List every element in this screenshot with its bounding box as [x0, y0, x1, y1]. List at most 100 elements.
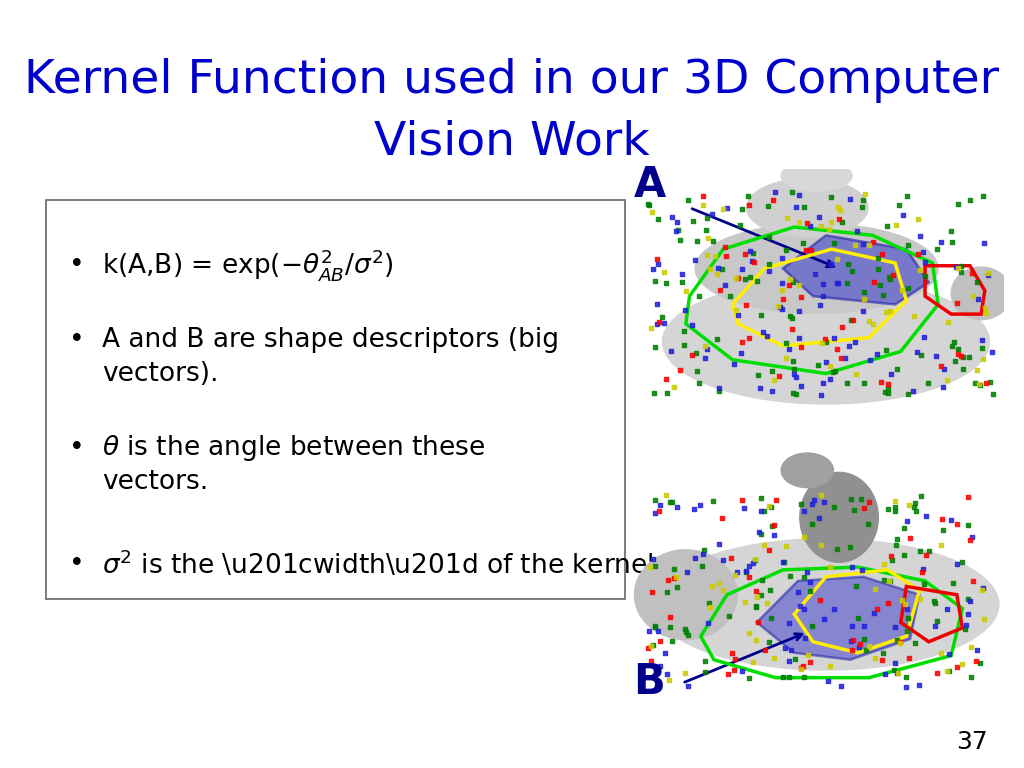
Point — [781, 570, 798, 582]
Point — [733, 203, 750, 215]
Point — [976, 237, 992, 250]
Point — [741, 672, 758, 684]
Point — [842, 194, 858, 206]
Point — [954, 658, 971, 670]
Point — [768, 494, 784, 506]
Point — [788, 200, 805, 213]
Point — [965, 290, 981, 302]
Point — [826, 603, 843, 615]
Point — [887, 495, 903, 507]
Point — [812, 299, 828, 311]
Point — [933, 539, 949, 551]
Point — [799, 217, 815, 229]
Point — [877, 574, 893, 586]
Point — [705, 580, 721, 592]
Point — [649, 257, 666, 270]
Point — [751, 526, 767, 538]
Point — [791, 216, 807, 228]
Point — [790, 586, 806, 598]
Point — [647, 495, 664, 507]
Point — [954, 350, 971, 362]
Point — [677, 304, 693, 316]
Point — [834, 352, 850, 364]
Point — [811, 512, 827, 525]
Point — [907, 637, 924, 650]
Point — [693, 560, 710, 572]
Point — [691, 377, 708, 389]
Point — [726, 653, 742, 665]
Point — [969, 364, 985, 376]
Point — [856, 502, 872, 515]
Point — [945, 336, 962, 349]
Point — [802, 657, 818, 669]
Point — [933, 236, 949, 248]
Point — [843, 314, 859, 326]
Ellipse shape — [635, 550, 737, 640]
Point — [844, 561, 860, 574]
Point — [761, 265, 777, 277]
Point — [908, 505, 925, 517]
Point — [779, 211, 796, 223]
Point — [861, 239, 878, 251]
Point — [694, 190, 711, 202]
Point — [880, 503, 896, 515]
Point — [878, 306, 894, 318]
Point — [883, 550, 899, 562]
Point — [647, 341, 664, 353]
Point — [909, 213, 926, 225]
Point — [900, 498, 916, 511]
FancyBboxPatch shape — [46, 200, 625, 599]
Point — [949, 296, 966, 309]
Point — [933, 359, 949, 372]
Point — [965, 575, 981, 588]
Point — [821, 660, 838, 672]
Point — [841, 258, 857, 270]
Point — [834, 217, 850, 229]
Point — [918, 270, 934, 282]
Point — [834, 320, 850, 333]
Point — [657, 488, 674, 501]
Point — [793, 290, 809, 303]
Point — [929, 243, 945, 255]
Point — [792, 279, 808, 291]
Point — [864, 236, 881, 248]
Point — [865, 318, 882, 330]
Point — [697, 224, 714, 237]
Point — [860, 518, 877, 530]
Point — [911, 545, 928, 557]
Point — [830, 213, 847, 225]
Point — [880, 378, 896, 390]
Point — [888, 219, 904, 231]
Point — [793, 498, 809, 510]
Point — [774, 284, 791, 296]
Point — [889, 533, 905, 545]
Point — [679, 565, 695, 578]
Point — [885, 270, 901, 282]
Ellipse shape — [746, 179, 868, 237]
Point — [971, 377, 987, 389]
Point — [774, 303, 791, 315]
Point — [777, 352, 794, 364]
Point — [674, 268, 690, 280]
Point — [669, 571, 685, 583]
Point — [828, 343, 845, 356]
Point — [869, 263, 886, 275]
Point — [663, 345, 679, 357]
Point — [658, 387, 675, 399]
Point — [775, 556, 792, 568]
Point — [878, 344, 894, 356]
Point — [756, 539, 772, 551]
Point — [733, 263, 750, 276]
Point — [800, 649, 816, 661]
Point — [744, 247, 761, 259]
Point — [812, 220, 828, 232]
Point — [774, 293, 791, 305]
Point — [975, 190, 991, 202]
Point — [761, 258, 777, 270]
Point — [764, 520, 780, 532]
Point — [668, 225, 684, 237]
Point — [869, 348, 886, 360]
Point — [715, 584, 731, 596]
Point — [686, 551, 702, 564]
Point — [645, 263, 662, 275]
